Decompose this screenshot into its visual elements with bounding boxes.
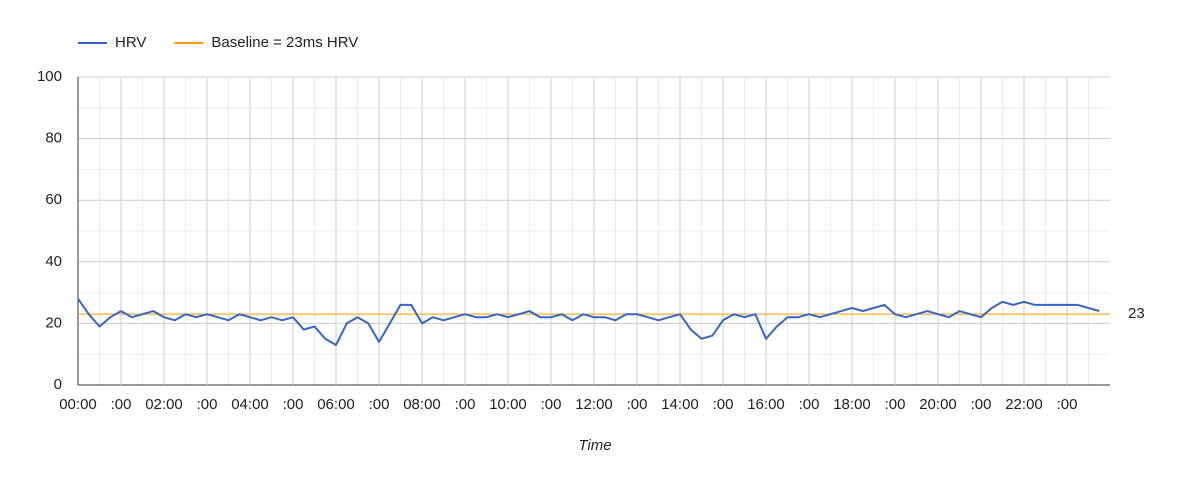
x-tick-label: :00 — [197, 396, 218, 413]
x-tick-label: :00 — [369, 396, 390, 413]
x-tick-label: 16:00 — [747, 396, 785, 413]
x-tick-label: 06:00 — [317, 396, 355, 413]
y-tick-label: 40 — [45, 253, 62, 270]
x-tick-label: 02:00 — [145, 396, 183, 413]
y-tick-label: 100 — [37, 68, 62, 85]
x-tick-label: 12:00 — [575, 396, 613, 413]
y-tick-label: 20 — [45, 314, 62, 331]
x-tick-label: :00 — [799, 396, 820, 413]
x-axis-title: Time — [578, 437, 611, 454]
y-tick-label: 80 — [45, 130, 62, 147]
x-tick-label: 00:00 — [59, 396, 97, 413]
x-tick-label: :00 — [971, 396, 992, 413]
x-tick-label: :00 — [283, 396, 304, 413]
x-tick-label: :00 — [1057, 396, 1078, 413]
x-tick-label: 10:00 — [489, 396, 527, 413]
legend-label: HRV — [115, 34, 146, 51]
baseline-label: 23 — [1128, 305, 1145, 322]
x-tick-label: :00 — [541, 396, 562, 413]
x-tick-label: :00 — [455, 396, 476, 413]
y-tick-label: 60 — [45, 191, 62, 208]
legend-label: Baseline = 23ms HRV — [211, 34, 358, 51]
data-line — [77, 298, 1100, 346]
x-tick-label: :00 — [627, 396, 648, 413]
x-tick-label: 22:00 — [1005, 396, 1043, 413]
x-tick-label: :00 — [111, 396, 132, 413]
x-tick-label: 14:00 — [661, 396, 699, 413]
x-tick-label: :00 — [885, 396, 906, 413]
x-tick-label: 08:00 — [403, 396, 441, 413]
x-tick-label: 20:00 — [919, 396, 957, 413]
y-tick-label: 0 — [54, 376, 62, 393]
x-tick-label: 18:00 — [833, 396, 871, 413]
x-tick-label: :00 — [713, 396, 734, 413]
x-tick-label: 04:00 — [231, 396, 269, 413]
